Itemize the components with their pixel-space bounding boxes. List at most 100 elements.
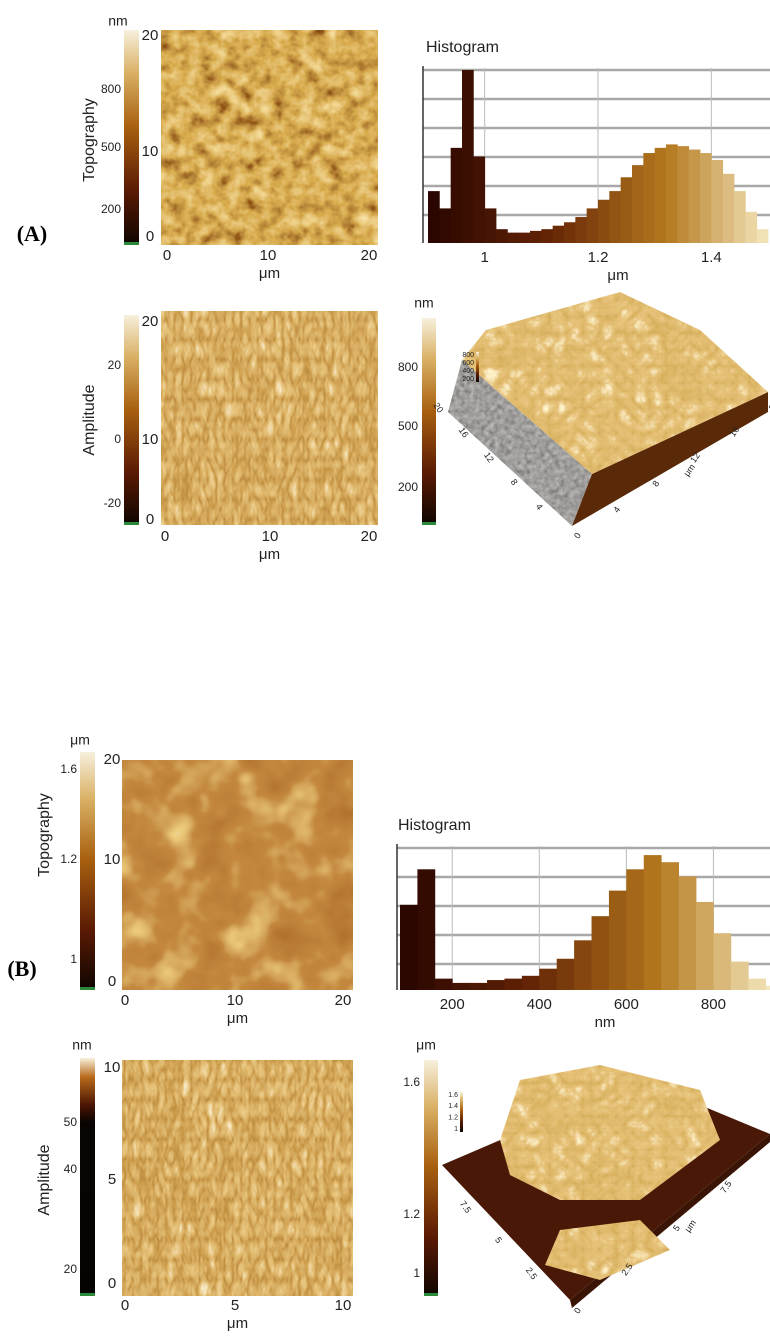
histogram-bar [711, 160, 723, 243]
histogram-bar [496, 229, 508, 243]
histogram-bar [487, 980, 505, 990]
histogram-bar [539, 969, 557, 990]
histogram-bar [689, 150, 701, 243]
x-tick-label: 0 [163, 247, 171, 264]
histogram-bar [574, 940, 592, 990]
histogram-bar [621, 177, 633, 243]
colorbar-marker [124, 242, 139, 245]
colorbar-tick-label: 1.2 [403, 1207, 420, 1221]
colorbar-tick-label: 50 [64, 1115, 78, 1129]
colorbar-tick-label: 1 [413, 1266, 420, 1280]
inset-tick-label: 1.4 [448, 1103, 458, 1110]
colorbar-tick-label: 200 [101, 202, 121, 216]
scale-tick-label: 10 [142, 431, 159, 448]
histogram-bar [428, 191, 440, 243]
scale-tick-label: 10 [104, 851, 121, 868]
x-tick-label: 10 [335, 1297, 352, 1314]
histogram-bar [661, 862, 679, 990]
histogram-bar [723, 174, 735, 243]
colorbar-tick-label: 1 [70, 952, 77, 966]
colorbar-tick-label: 500 [398, 419, 418, 433]
scale-tick-label: 20 [142, 313, 159, 330]
histogram-bar [507, 233, 519, 243]
histogram-bar [451, 148, 463, 243]
histogram-bar [644, 855, 662, 990]
inset-tick-label: 1.2 [448, 1115, 458, 1122]
inset-colorbar [476, 352, 479, 382]
histogram-bar [592, 916, 610, 990]
figure: (A)nmTopography8005002002010001020μmAmpl… [0, 0, 770, 1331]
colorbar-marker [424, 1293, 438, 1296]
x-tick-label: 1.2 [588, 249, 609, 266]
scale-tick-label: 0 [108, 973, 116, 990]
colorbar-tick-label: 1.6 [403, 1075, 420, 1089]
x-axis-label: μm [227, 1010, 248, 1027]
colorbar-tick-label: 1.6 [60, 762, 77, 776]
unit-label: nm [72, 1037, 91, 1053]
colorbar-tick-label: 40 [64, 1162, 78, 1176]
x-tick-label: 8 [650, 479, 661, 489]
x-tick-label: 0 [572, 1306, 583, 1316]
colorbar [124, 30, 139, 245]
y-tick-label: 2.5 [524, 1265, 539, 1281]
histogram-bar [748, 979, 766, 990]
histogram-bar [700, 153, 712, 243]
histogram-bar [557, 959, 575, 990]
page: (A)nmTopography8005002002010001020μmAmpl… [0, 0, 770, 1336]
inset-tick-label: 600 [462, 360, 474, 367]
histogram-bar [575, 217, 587, 243]
x-tick-label: 600 [614, 996, 639, 1013]
colorbar-tick-label: 20 [108, 358, 122, 372]
colorbar [424, 1060, 438, 1296]
y-tick-label: 4 [534, 502, 545, 512]
histogram-bar [400, 905, 418, 990]
histogram-bar [632, 165, 644, 243]
inset-colorbar [460, 1092, 463, 1132]
colorbar-tick-label: 800 [398, 360, 418, 374]
histogram-bar [626, 869, 644, 990]
panel-label: (B) [7, 956, 36, 981]
panel-axis-title: Amplitude [36, 1144, 53, 1215]
colorbar-marker [124, 522, 139, 525]
histogram-bar [713, 933, 731, 990]
colorbar [422, 318, 436, 525]
histogram-bar [519, 233, 531, 243]
colorbar [80, 752, 95, 990]
histogram-bar [609, 191, 621, 243]
colorbar-tick-label: 20 [64, 1262, 78, 1276]
x-axis-label: μm [607, 267, 628, 284]
colorbar-marker [422, 522, 436, 525]
x-tick-label: 10 [227, 992, 244, 1009]
histogram-bar [439, 208, 451, 243]
colorbar-tick-label: 0 [114, 432, 121, 446]
histogram-bar [587, 208, 599, 243]
colorbar-tick-label: 800 [101, 82, 121, 96]
x-tick-label: 0 [121, 992, 129, 1009]
inset-tick-label: 800 [462, 352, 474, 359]
histogram-bar [473, 157, 485, 244]
x-tick-label: 800 [701, 996, 726, 1013]
histogram-bar [643, 153, 655, 243]
scale-tick-label: 10 [142, 143, 159, 160]
scale-tick-label: 20 [104, 751, 121, 768]
histogram-bar [504, 979, 522, 990]
colorbar-tick-label: 500 [101, 140, 121, 154]
x-tick-label: 0 [161, 528, 169, 545]
unit-label: nm [108, 13, 127, 29]
inset-tick-label: 1.6 [448, 1092, 458, 1099]
histogram-bar [530, 231, 542, 243]
histogram-bar [541, 229, 553, 243]
x-tick-label: 10 [260, 247, 277, 264]
histogram-bar [598, 200, 610, 243]
colorbar [80, 1058, 95, 1296]
x-tick-label: 10 [262, 528, 279, 545]
x-axis-label: μm [259, 546, 280, 563]
panel-axis-title: Amplitude [81, 384, 98, 455]
x-tick-label: 4 [611, 505, 622, 515]
histogram-bar [734, 191, 746, 243]
scale-tick-label: 0 [146, 511, 154, 528]
histogram-bar [564, 222, 576, 243]
histogram-title: Histogram [398, 817, 471, 834]
colorbar [124, 315, 139, 525]
panel-axis-title: Topography [36, 793, 53, 877]
